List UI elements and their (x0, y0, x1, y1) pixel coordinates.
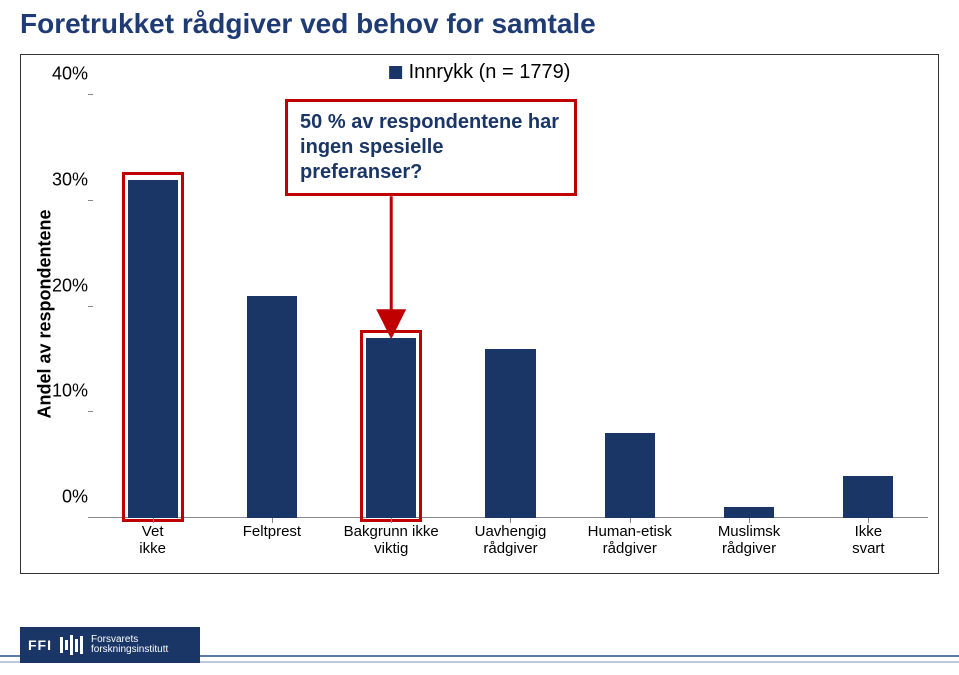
plot-area: VetikkeFeltprestBakgrunn ikkeviktigUavhe… (93, 95, 928, 518)
footer-logo-block: FFI Forsvarets forskningsinstitutt (20, 627, 200, 663)
footer-line1: Forsvarets (91, 634, 138, 645)
footer: FFI Forsvarets forskningsinstitutt (0, 627, 959, 675)
x-tick-label: Feltprest (212, 518, 331, 541)
x-tick-label: Vetikke (93, 518, 212, 557)
footer-abbr: FFI (28, 637, 52, 653)
footer-org: Forsvarets forskningsinstitutt (91, 635, 168, 656)
y-tick-label: 40% (43, 64, 88, 85)
y-tick-mark (88, 94, 93, 95)
page-title: Foretrukket rådgiver ved behov for samta… (0, 0, 959, 54)
chart-container: Innrykk (n = 1779) Andel av respondenten… (20, 54, 939, 574)
y-tick-label: 20% (43, 275, 88, 296)
x-tick-label: Muslimskrådgiver (689, 518, 808, 557)
chart-legend: Innrykk (n = 1779) (389, 61, 571, 84)
callout-arrow-icon (93, 95, 928, 518)
y-tick-label: 0% (43, 487, 88, 508)
ffi-logo-icon (60, 635, 83, 655)
y-tick-mark (88, 200, 93, 201)
y-tick-mark (88, 517, 93, 518)
footer-line2: forskningsinstitutt (91, 644, 168, 655)
legend-label: Innrykk (n = 1779) (409, 61, 571, 84)
x-tick-label: Human-etiskrådgiver (570, 518, 689, 557)
y-tick-mark (88, 411, 93, 412)
y-tick-label: 30% (43, 169, 88, 190)
x-tick-label: Bakgrunn ikkeviktig (332, 518, 451, 557)
y-tick-label: 10% (43, 381, 88, 402)
y-tick-mark (88, 306, 93, 307)
x-tick-label: Uavhengigrådgiver (451, 518, 570, 557)
legend-swatch-icon (389, 66, 402, 79)
x-tick-label: Ikkesvart (809, 518, 928, 557)
